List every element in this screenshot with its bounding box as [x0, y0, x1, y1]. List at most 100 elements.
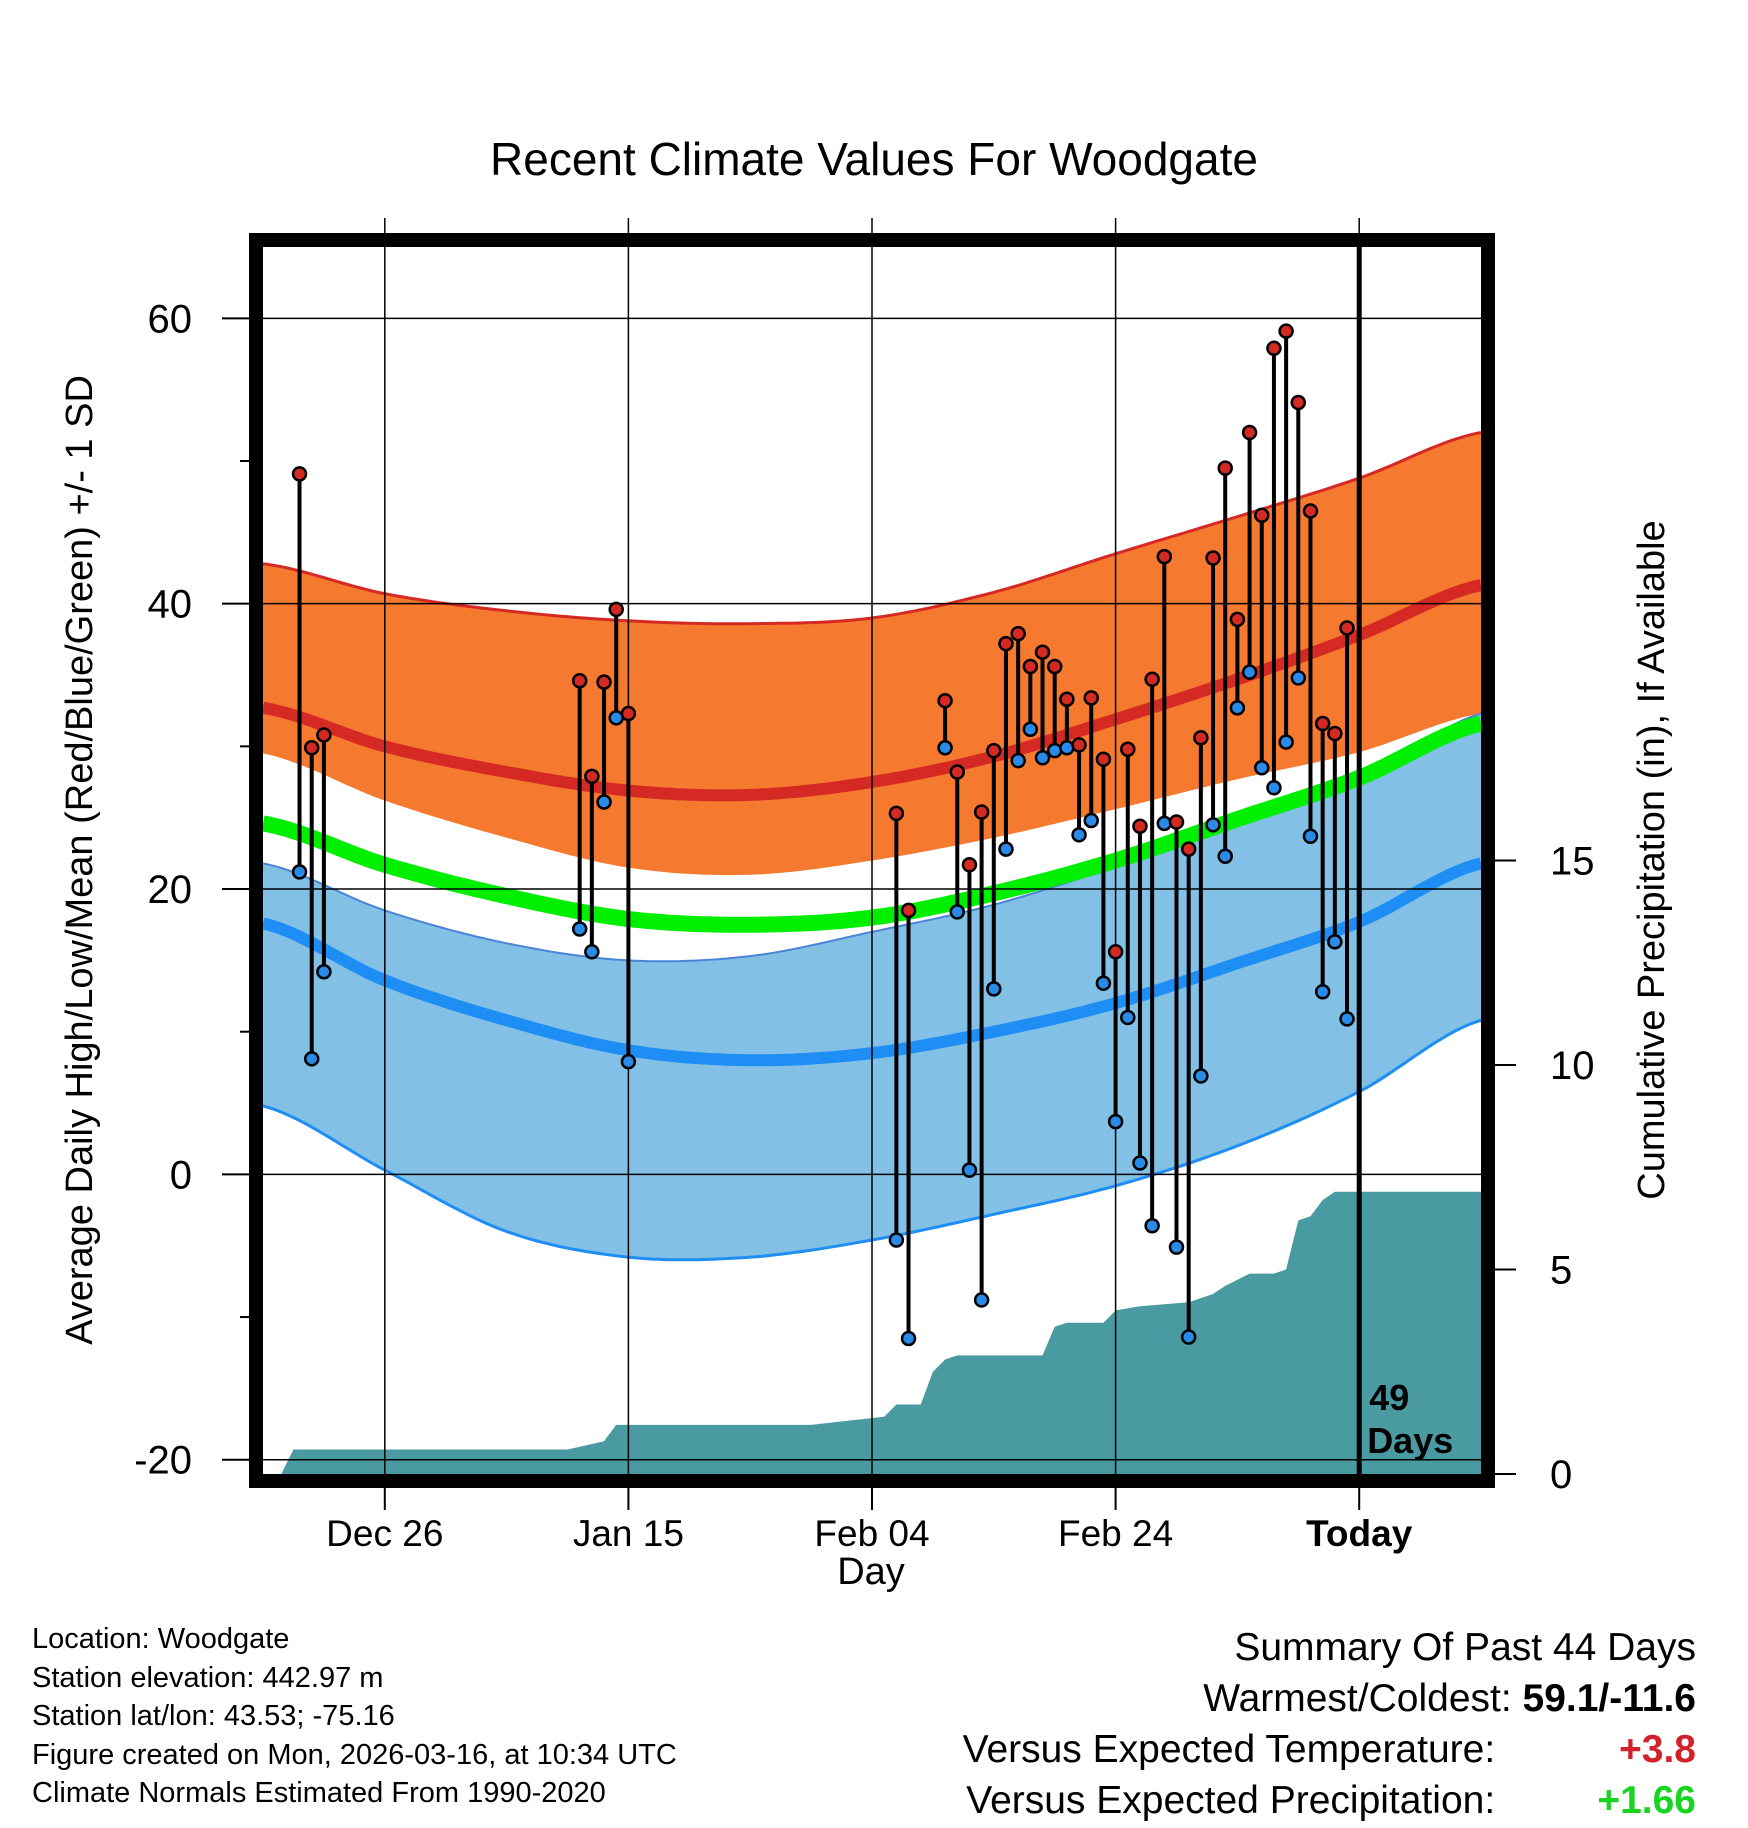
y-tick-label: 40 [148, 583, 193, 627]
daily-high-point [937, 692, 953, 709]
daily-high-point [1241, 424, 1258, 441]
y-axis-right: 0 5 10 15 [1495, 840, 1595, 1497]
y-tick-label: 60 [148, 297, 193, 341]
warmest-coldest-row: Warmest/Coldest: 59.1/-11.6 [963, 1673, 1696, 1724]
chart-title: Recent Climate Values For Woodgate [490, 133, 1258, 185]
daily-low-point [998, 841, 1014, 857]
daily-low-point [303, 1051, 320, 1067]
x-tick-label: Feb 24 [1058, 1513, 1173, 1554]
daily-high-point [1046, 658, 1063, 675]
daily-high-point [1339, 620, 1355, 636]
precip-label: Versus Expected Precipitation: [966, 1779, 1506, 1822]
summary-title: Summary Of Past 44 Days [1234, 1626, 1696, 1669]
daily-high-point [291, 466, 308, 482]
daily-high-point [1193, 730, 1209, 746]
daily-high-point [973, 804, 990, 820]
daily-high-point [1217, 460, 1233, 476]
daily-high-point [998, 635, 1014, 652]
daily-high-point [986, 742, 1002, 759]
daily-high-point [1278, 323, 1294, 339]
x-tick-label: Today [1306, 1513, 1413, 1554]
daily-low-point [1229, 700, 1246, 716]
temp-value: +3.8 [1619, 1728, 1696, 1771]
daily-low-point [1314, 984, 1331, 1000]
daily-high-point [961, 857, 978, 873]
daily-high-point [608, 601, 624, 618]
temp-row: Versus Expected Temperature: +3.8 [963, 1724, 1696, 1775]
daily-high-point [900, 902, 917, 919]
daily-low-point [1107, 1113, 1124, 1130]
climate-chart: Recent Climate Values For Woodgate 49 Da… [59, 133, 1673, 1593]
station-info: Location: Woodgate Station elevation: 44… [32, 1620, 677, 1813]
daily-low-point [1120, 1009, 1136, 1026]
daily-high-point [1022, 658, 1039, 675]
daily-low-point [961, 1162, 978, 1178]
daily-high-point [1290, 394, 1307, 411]
daily-high-point [1144, 671, 1160, 688]
daily-low-point [1144, 1217, 1160, 1234]
daily-low-point [1132, 1155, 1148, 1171]
daily-high-point [1327, 725, 1343, 742]
daily-low-point [900, 1330, 917, 1347]
daily-low-point [1266, 779, 1282, 796]
summary-panel: Summary Of Past 44 Days Warmest/Coldest:… [963, 1622, 1696, 1826]
daily-low-point [1046, 742, 1063, 759]
daily-high-point [1254, 507, 1270, 523]
daily-high-point [1083, 690, 1099, 706]
daily-high-point [584, 768, 600, 785]
x-axis-label: Day [837, 1551, 905, 1593]
created-text: Figure created on Mon, 2026-03-16, at 10… [32, 1738, 677, 1771]
y2-tick-label: 10 [1550, 1044, 1595, 1088]
daily-low-point [1010, 752, 1026, 769]
daily-low-point [584, 944, 600, 960]
days-word-label: Days [1367, 1420, 1453, 1461]
precipitation-area [281, 1191, 1481, 1474]
daily-high-point [1156, 548, 1173, 565]
daily-high-point [949, 764, 966, 780]
daily-high-point [1314, 715, 1331, 732]
daily-low-point [973, 1292, 990, 1308]
precip-value: +1.66 [1597, 1779, 1696, 1822]
daily-low-point [1193, 1068, 1209, 1084]
y-axis-left: -20 0 20 40 60 [134, 297, 249, 1483]
daily-high-point [1034, 644, 1051, 660]
y-tick-label: -20 [134, 1439, 192, 1483]
latlon-text: Station lat/lon: 43.53; -75.16 [32, 1700, 395, 1732]
warmest-coldest-label: Warmest/Coldest: [1203, 1677, 1523, 1720]
y2-tick-label: 0 [1550, 1453, 1572, 1497]
daily-high-point [1205, 550, 1221, 566]
daily-high-point [596, 674, 612, 690]
daily-high-point [1180, 841, 1197, 857]
daily-low-point [1071, 827, 1087, 843]
daily-low-point [1339, 1011, 1355, 1027]
x-tick-label: Feb 04 [814, 1513, 929, 1554]
y2-axis-label: Cumulative Precipitation (in), If Availa… [1631, 520, 1673, 1199]
daily-high-point [1132, 818, 1148, 835]
daily-low-point [620, 1053, 637, 1070]
x-tick-label: Dec 26 [326, 1513, 443, 1554]
plot-frame [249, 233, 1495, 1488]
daily-high-point [1095, 751, 1112, 767]
x-tick-label: Jan 15 [573, 1513, 684, 1554]
daily-low-point [949, 904, 966, 920]
daily-low-point [937, 740, 953, 756]
daily-high-point [620, 705, 637, 722]
daily-observations [291, 323, 1355, 1347]
daily-low-point [316, 964, 332, 980]
daily-low-point [1327, 934, 1343, 950]
daily-low-point [1278, 734, 1294, 750]
daily-high-point [1302, 503, 1319, 519]
y2-tick-label: 5 [1550, 1249, 1572, 1293]
y-axis-label: Average Daily High/Low/Mean (Red/Blue/Gr… [59, 375, 101, 1345]
daily-low-point [1290, 670, 1307, 686]
daily-high-point [1266, 340, 1282, 357]
normals-text: Climate Normals Estimated From 1990-2020 [32, 1777, 606, 1809]
plot-area [263, 247, 1481, 1474]
daily-low-point [1059, 740, 1075, 756]
daily-low-point [1217, 848, 1233, 864]
daily-low-point [1302, 828, 1319, 844]
daily-high-point [303, 740, 320, 756]
daily-high-point [1071, 737, 1087, 753]
daily-low-point [986, 981, 1002, 997]
daily-low-point [596, 794, 612, 810]
